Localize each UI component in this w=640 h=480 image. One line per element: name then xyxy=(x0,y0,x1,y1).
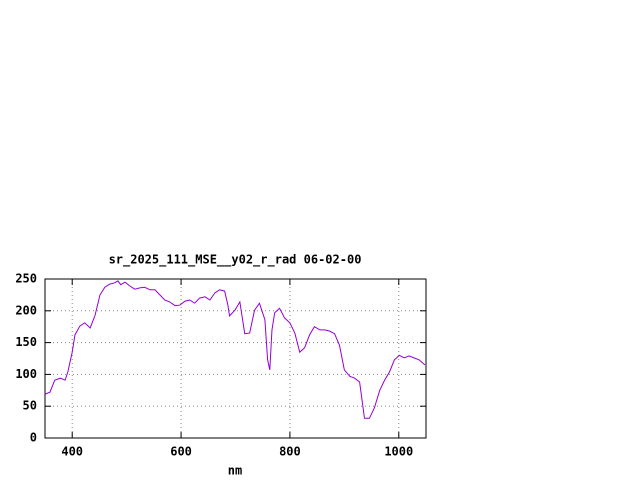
y-tick-label: 150 xyxy=(15,335,37,349)
plot-frame xyxy=(44,278,427,439)
chart-title: sr_2025_111_MSE__y02_r_rad 06-02-00 xyxy=(109,253,362,268)
x-tick-label: 1000 xyxy=(384,445,413,459)
y-tick-label: 50 xyxy=(23,399,37,413)
y-tick-label: 0 xyxy=(30,431,37,445)
x-tick-label: 800 xyxy=(279,445,301,459)
data-line xyxy=(44,280,426,419)
x-axis-label: nm xyxy=(228,464,242,478)
y-tick-label: 250 xyxy=(15,272,37,286)
y-tick-label: 100 xyxy=(15,367,37,381)
y-tick-label: 200 xyxy=(15,303,37,317)
x-tick-label: 600 xyxy=(170,445,192,459)
x-tick-label: 400 xyxy=(61,445,83,459)
